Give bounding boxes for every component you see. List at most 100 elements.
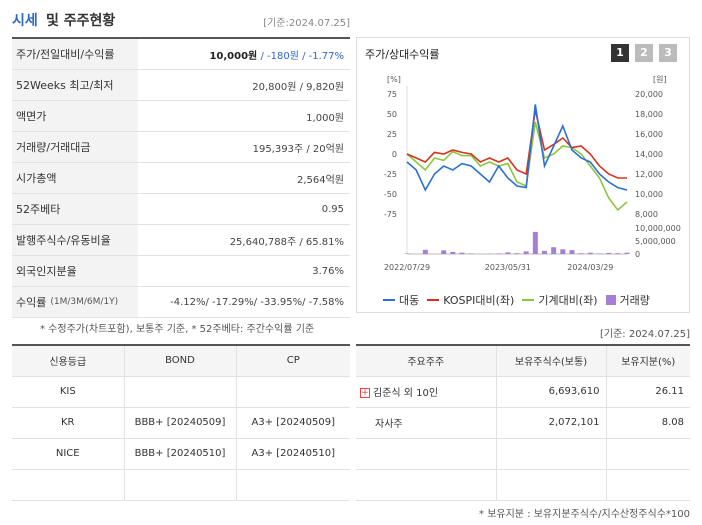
credit-header: 신용등급 [12,345,124,377]
volume-bar [514,253,520,254]
table-row: + 김준식 외 10인 6,693,610 26.11 [356,376,690,408]
holder-shares: 2,072,101 [495,407,606,439]
volume-bar [624,252,630,254]
chart-page-2-button[interactable]: 2 [635,44,653,62]
holder-pct [605,469,690,501]
holder-pct [605,438,690,470]
chart-title: 주가/상대수익률 [365,48,440,61]
right-tick-label: 12,000 [635,170,663,179]
volume-bar [459,252,465,254]
chart-base-date: [기준: 2024.07.25] [599,329,690,340]
left-tick-label: 50 [387,110,397,119]
quote-table: 주가/전일대비/수익률 10,000원 / -180원 / -1.77% 52W… [12,37,350,318]
volume-bar [551,247,557,254]
right-tick-label: 16,000 [635,130,663,139]
volume-bar [496,253,502,254]
quote-value: 195,393주 / 20억원 [252,143,344,155]
volume-bar [468,253,474,254]
title-rest: 및 주주현황 [46,13,116,29]
shareholders-table: 주요주주 보유주식수(보통) 보유지분(%) + 김준식 외 10인 6,693,… [356,344,690,501]
volume-bar [404,253,410,254]
holders-footnote: * 보유지분 : 보유지분주식수/지수산정주식수*100 [479,509,690,520]
quote-footnote: * 수정주가(차트포함), 보통주 기준, * 52주베타: 주간수익률 기준 [40,324,315,335]
volume-bar [597,253,602,254]
volume-bar [505,252,511,254]
legend-item-machine: 기계대비(좌) [522,292,598,308]
volume-bar [422,249,428,254]
volume-bar [578,253,584,254]
section-header: 시세 및 주주현황 [기준:2024.07.25] [12,10,350,34]
quote-row: 수익률 (1M/3M/6M/1Y) -4.12%/ -17.29%/ -33.95… [12,287,350,318]
quote-row: 외국인지분율 3.76% [12,256,350,287]
left-tick-label: 0 [392,150,397,159]
table-row: 자사주 2,072,101 8.08 [356,407,690,439]
table-row: NICE BBB+ [20240510] A3+ [20240510] [12,438,350,470]
chart-page-1-button[interactable]: 1 [611,44,629,62]
legend-item-daedong: 대동 [383,292,419,308]
price-chart-panel: 주가/상대수익률 1 2 3 [%] [원] 75 50 25 0 -25 -50 -75 20,… [356,37,690,313]
credit-rating-table: 신용등급 BOND CP KIS KR BBB+ [20240509] A3+ … [12,344,350,501]
quote-label: 52Weeks 최고/최저 [12,70,138,100]
series-line-kospi [406,109,627,179]
quote-value: 25,640,788주 / 65.81% [229,236,344,248]
credit-bond [123,376,236,408]
quote-label: 거래량/거래대금 [12,132,138,162]
volume-bar [569,250,575,254]
quote-value: 0.95 [321,203,344,215]
credit-agency: KIS [12,376,124,408]
volume-tick-label: 0 [635,250,640,259]
holder-name: 자사주 [356,407,496,439]
volume-bar [542,250,547,254]
left-tick-label: 25 [387,130,397,139]
credit-agency: NICE [12,438,124,470]
credit-cp [235,469,350,501]
right-tick-label: 10,000 [635,190,663,199]
left-axis-unit: [%] [387,75,401,84]
base-date: [기준:2024.07.25] [263,18,350,29]
credit-bond: BBB+ [20240510] [123,438,236,470]
legend-item-volume: 거래량 [605,292,650,308]
right-tick-label: 18,000 [635,110,663,119]
right-axis-unit: [원] [653,75,667,84]
quote-row: 액면가 1,000원 [12,101,350,132]
left-tick-label: -25 [384,170,397,179]
table-row: KIS [12,376,350,408]
holders-header: 보유주식수(보통) [495,345,606,377]
quote-row: 주가/전일대비/수익률 10,000원 / -180원 / -1.77% [12,39,350,70]
holder-shares [495,469,606,501]
volume-bar [532,231,538,254]
chart-page-3-button[interactable]: 3 [659,44,677,62]
credit-header: CP [235,345,350,377]
right-tick-label: 20,000 [635,90,663,99]
quote-value: 2,564억원 [296,174,344,186]
quote-value: 10,000원 / -180원 / -1.77% [209,50,344,62]
volume-bar [441,250,447,254]
legend-item-kospi: KOSPI대비(좌) [427,292,514,308]
holder-shares: 6,693,610 [495,376,606,408]
expand-plus-icon[interactable]: + [360,388,370,398]
volume-bar [450,251,456,254]
volume-bar [615,253,621,254]
volume-bar [587,252,593,254]
credit-bond [123,469,236,501]
right-tick-label: 8,000 [635,210,658,219]
series-line-daedong [406,104,628,192]
holder-pct: 8.08 [605,407,690,439]
credit-header: BOND [123,345,236,377]
left-tick-label: -50 [384,190,397,199]
table-row [356,438,690,470]
quote-label: 시가총액 [12,163,138,193]
x-tick-label: 2023/05/31 [485,263,531,272]
quote-row: 52주베타 0.95 [12,194,350,225]
quote-label: 수익률 (1M/3M/6M/1Y) [12,287,138,317]
title-accent: 시세 [12,13,38,29]
quote-row: 시가총액 2,564억원 [12,163,350,194]
credit-agency [12,469,124,501]
left-tick-label: -75 [384,210,397,219]
holders-header: 보유지분(%) [605,345,690,377]
left-tick-label: 75 [387,90,397,99]
table-row [356,469,690,501]
quote-row: 52Weeks 최고/최저 20,800원 / 9,820원 [12,70,350,101]
x-tick-label: 2022/07/29 [384,263,430,272]
quote-label: 액면가 [12,101,138,131]
